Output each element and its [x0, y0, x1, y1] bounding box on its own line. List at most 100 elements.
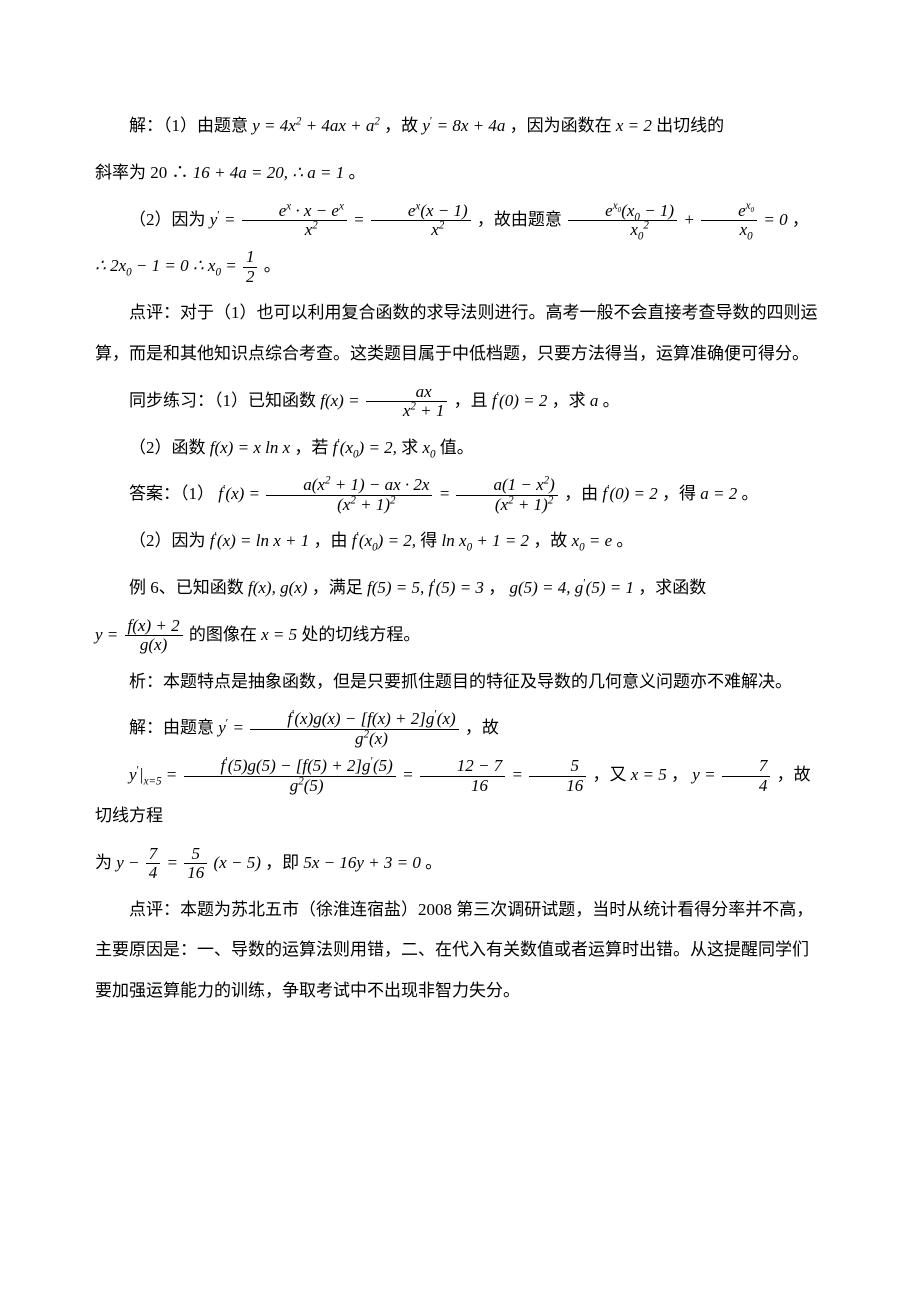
math: x = 5	[631, 765, 667, 784]
denominator: x02	[568, 221, 677, 240]
denominator: 4	[722, 777, 771, 796]
text: 。	[348, 163, 365, 182]
text: ，	[671, 765, 688, 784]
numerator: 12 − 7	[420, 757, 505, 777]
text: ，	[488, 578, 505, 597]
text: ，且	[454, 391, 492, 410]
math: a	[590, 391, 599, 410]
text: ，	[792, 210, 809, 229]
text: 处的切线方程。	[301, 625, 420, 644]
text: 。	[264, 256, 281, 275]
text: ，求	[552, 391, 590, 410]
math: x = 2	[616, 116, 652, 135]
math: f′(0) = 2	[602, 484, 657, 503]
fraction: ex0 x0	[701, 202, 757, 240]
denominator: x2	[242, 221, 347, 240]
analysis: 析：本题特点是抽象函数，但是只要抓住题目的特征及导数的几何意义问题亦不难解决。	[95, 662, 825, 703]
text: ，因为函数在	[510, 116, 616, 135]
fraction: ex · x − ex x2	[242, 202, 347, 240]
math: = 0	[763, 210, 787, 229]
text: 值。	[440, 438, 474, 457]
fraction: 1 2	[243, 248, 258, 286]
text: ，故	[465, 718, 499, 737]
math: f′(x) =	[218, 484, 264, 503]
numerator: a(x2 + 1) − ax · 2x	[266, 476, 432, 496]
solution-2-line2: ∴ 2x0 − 1 = 0 ∴ x0 = 1 2 。	[95, 246, 825, 287]
math: g(5) = 4, g′(5) = 1	[509, 578, 634, 597]
math: =	[512, 765, 528, 784]
text: （2）函数	[129, 438, 210, 457]
comment-1: 点评：对于（1）也可以利用复合函数的求导法则进行。高考一般不会直接考查导数的四则…	[95, 293, 825, 375]
math: f(5) = 5, f′(5) = 3	[367, 578, 484, 597]
denominator: x0	[701, 221, 757, 240]
denominator: 16	[420, 777, 505, 796]
text: 求	[401, 438, 422, 457]
numerator: f(x) + 2	[125, 617, 183, 637]
text: 解：（1）由题意	[129, 116, 252, 135]
exercise-1: 同步练习：（1）已知函数 f(x) = ax x2 + 1 ，且 f′(0) =…	[95, 381, 825, 422]
text: 得	[420, 531, 441, 550]
numerator: 7	[722, 757, 771, 777]
text: ，故	[384, 116, 422, 135]
text: 答案：（1）	[129, 484, 214, 503]
denominator: 16	[529, 777, 586, 796]
math: x0	[422, 438, 435, 457]
numerator: ax	[366, 383, 448, 403]
solution-line1: 解：由题意 y′ = f′(x)g(x) − [f(x) + 2]g′(x) g…	[95, 708, 825, 749]
numerator: ex(x − 1)	[371, 202, 471, 222]
math: =	[439, 484, 455, 503]
numerator: f′(5)g(5) − [f(5) + 2]g′(5)	[184, 757, 396, 777]
denominator: 16	[184, 864, 207, 883]
fraction: f′(5)g(5) − [f(5) + 2]g′(5) g2(5)	[184, 757, 396, 795]
fraction: a(1 − x2) (x2 + 1)2	[456, 476, 557, 514]
answer-1: 答案：（1） f′(x) = a(x2 + 1) − ax · 2x (x2 +…	[95, 474, 825, 515]
text: ，故	[533, 531, 571, 550]
denominator: (x2 + 1)2	[266, 496, 432, 515]
numerator: ex0	[701, 202, 757, 222]
solution-line2: y′|x=5 = f′(5)g(5) − [f(5) + 2]g′(5) g2(…	[95, 755, 825, 837]
text: ，由	[564, 484, 602, 503]
denominator: g2(x)	[250, 730, 458, 749]
math: =	[402, 765, 418, 784]
math: f(x), g(x)	[248, 578, 307, 597]
numerator: f′(x)g(x) − [f(x) + 2]g′(x)	[250, 710, 458, 730]
math: f(x) =	[320, 391, 364, 410]
numerator: a(1 − x2)	[456, 476, 557, 496]
math: y′ =	[218, 718, 248, 737]
denominator: 4	[146, 864, 161, 883]
comment-2: 点评：本题为苏北五市（徐淮连宿盐）2008 第三次调研试题，当时从统计看得分率并…	[95, 890, 825, 1012]
fraction: f′(x)g(x) − [f(x) + 2]g′(x) g2(x)	[250, 710, 458, 748]
denominator: (x2 + 1)2	[456, 496, 557, 515]
math: ∴ 2x0 − 1 = 0 ∴ x0 =	[95, 256, 241, 275]
solution-2-line1: （2）因为 y′ = ex · x − ex x2 = ex(x − 1) x2…	[95, 200, 825, 241]
fraction: 12 − 7 16	[420, 757, 505, 795]
fraction: f(x) + 2 g(x)	[125, 617, 183, 655]
text: 。	[616, 531, 633, 550]
exercise-2: （2）函数 f(x) = x ln x ，若 f′(x0) = 2, 求 x0 …	[95, 428, 825, 469]
text: ，即	[265, 853, 303, 872]
numerator: 7	[146, 845, 161, 865]
math: (x − 5)	[214, 853, 261, 872]
math: 16 + 4a = 20, ∴ a = 1	[193, 163, 344, 182]
fraction: ex0(x0 − 1) x02	[568, 202, 677, 240]
example-6-line2: y = f(x) + 2 g(x) 的图像在 x = 5 处的切线方程。	[95, 615, 825, 656]
text: 同步练习：（1）已知函数	[129, 391, 320, 410]
math: f′(x0) = 2,	[333, 438, 397, 457]
math: x0 = e	[572, 531, 613, 550]
solution-1-line2: 斜率为 20 ∴ 16 + 4a = 20, ∴ a = 1 。	[95, 153, 825, 194]
fraction: 7 4	[722, 757, 771, 795]
math: y′ = 8x + 4a	[422, 116, 505, 135]
text: 。	[425, 853, 442, 872]
numerator: ex · x − ex	[242, 202, 347, 222]
text: 的图像在	[189, 625, 261, 644]
numerator: ex0(x0 − 1)	[568, 202, 677, 222]
text: 为	[95, 853, 116, 872]
math: y = 4x2 + 4ax + a2	[252, 116, 380, 135]
math: ln x0 + 1 = 2	[442, 531, 530, 550]
text: ，求函数	[638, 578, 706, 597]
math: f′(x) = ln x + 1	[210, 531, 310, 550]
math: 5x − 16y + 3 = 0	[303, 853, 421, 872]
denominator: 2	[243, 268, 258, 287]
text: （2）因为	[129, 210, 210, 229]
math: f′(0) = 2	[492, 391, 547, 410]
